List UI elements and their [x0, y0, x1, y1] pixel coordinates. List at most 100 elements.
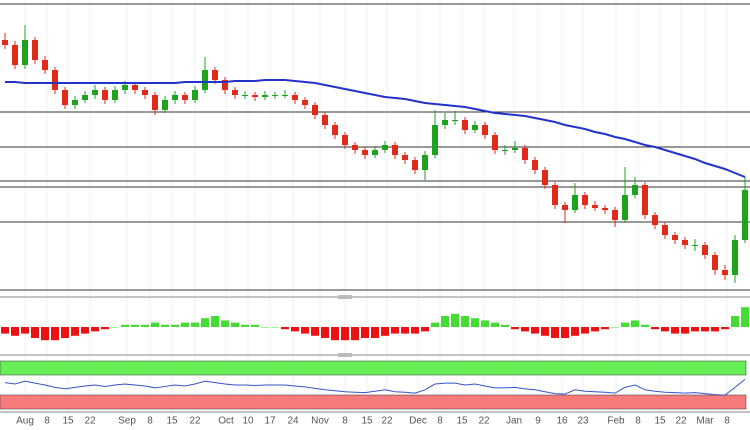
macd-bar [311, 327, 319, 336]
macd-bar [451, 313, 459, 327]
candle-body [272, 95, 278, 96]
macd-bar [81, 327, 89, 334]
macd-bar [631, 320, 639, 327]
candle-body [562, 205, 568, 210]
macd-bar [161, 324, 169, 327]
candle-body [492, 135, 498, 150]
macd-bar [11, 327, 19, 336]
macd-bar [51, 327, 59, 341]
macd-bar [351, 327, 359, 341]
macd-bar [461, 316, 469, 327]
macd-bar [491, 322, 499, 327]
macd-bar [721, 327, 729, 330]
pane-handle[interactable] [338, 295, 352, 299]
macd-bar [401, 327, 409, 334]
candle-body [462, 120, 468, 130]
candle-body [572, 195, 578, 210]
candle-body [332, 125, 338, 135]
macd-bar [61, 327, 69, 338]
macd-bar [641, 324, 649, 327]
macd-bar [71, 327, 79, 336]
x-tick-label: 9 [535, 416, 541, 427]
x-tick-label: Nov [311, 416, 329, 427]
macd-bar [421, 327, 429, 332]
candle-body [162, 100, 168, 110]
candle-body [12, 45, 18, 65]
candle-body [482, 125, 488, 135]
x-tick-label: Jan [506, 416, 522, 427]
macd-bar [141, 324, 149, 327]
candle-body [172, 95, 178, 100]
candle-body [72, 100, 78, 105]
macd-bar [201, 318, 209, 327]
macd-bar [131, 324, 139, 327]
x-tick-label: Mar [696, 416, 714, 427]
macd-bar [741, 307, 749, 327]
candle-body [392, 145, 398, 155]
macd-bar [301, 327, 309, 334]
macd-bar [121, 324, 129, 327]
candle-body [242, 95, 248, 96]
macd-bar [41, 327, 49, 341]
candle-body [382, 145, 388, 150]
candle-body [712, 255, 718, 270]
candle-body [132, 85, 138, 90]
candle-body [422, 155, 428, 170]
macd-bar [441, 316, 449, 327]
candle-body [362, 150, 368, 155]
candle-body [742, 190, 748, 240]
macd-bar [501, 324, 509, 327]
candle-body [552, 185, 558, 205]
x-tick-label: 8 [635, 416, 641, 427]
macd-bar [431, 322, 439, 327]
candle-body [592, 205, 598, 208]
x-tick-label: Aug [16, 416, 34, 427]
x-tick-label: Oct [218, 416, 234, 427]
macd-bar [281, 327, 289, 330]
macd-bar [481, 320, 489, 327]
candle-body [432, 125, 438, 155]
candle-body [532, 160, 538, 170]
candle-body [692, 245, 698, 246]
x-tick-label: 24 [287, 416, 299, 427]
macd-bar [611, 327, 619, 328]
macd-bar [111, 327, 119, 328]
candle-body [232, 90, 238, 95]
candle-body [32, 40, 38, 60]
candle-body [722, 270, 728, 275]
x-tick-label: 22 [381, 416, 393, 427]
macd-bar [551, 327, 559, 338]
macd-bar [171, 324, 179, 327]
macd-bar [101, 327, 109, 330]
macd-bar [511, 327, 519, 330]
candle-body [312, 105, 318, 115]
moving-average [5, 79, 746, 178]
x-tick-label: 8 [342, 416, 348, 427]
candle-body [192, 90, 198, 100]
x-tick-label: 15 [361, 416, 373, 427]
candle-body [352, 145, 358, 150]
candle-body [522, 148, 528, 160]
macd-bar [581, 327, 589, 334]
macd-bar [91, 327, 99, 332]
macd-bar [411, 327, 419, 334]
macd-bar [371, 327, 379, 338]
macd-bar [731, 316, 739, 327]
candle-body [502, 150, 508, 151]
macd-bar [531, 327, 539, 334]
candle-body [682, 240, 688, 245]
candle-body [102, 90, 108, 100]
x-tick-label: Sep [118, 416, 136, 427]
macd-bar [341, 327, 349, 341]
x-tick-label: 8 [44, 416, 50, 427]
macd-bar [681, 327, 689, 334]
macd-bar [381, 327, 389, 336]
x-tick-label: 23 [577, 416, 589, 427]
x-tick-label: 16 [556, 416, 568, 427]
x-tick-label: Dec [409, 416, 427, 427]
x-tick-label: Feb [607, 416, 625, 427]
pane-handle[interactable] [338, 353, 352, 357]
macd-bar [701, 327, 709, 332]
macd-bar [661, 327, 669, 332]
candle-body [672, 235, 678, 240]
